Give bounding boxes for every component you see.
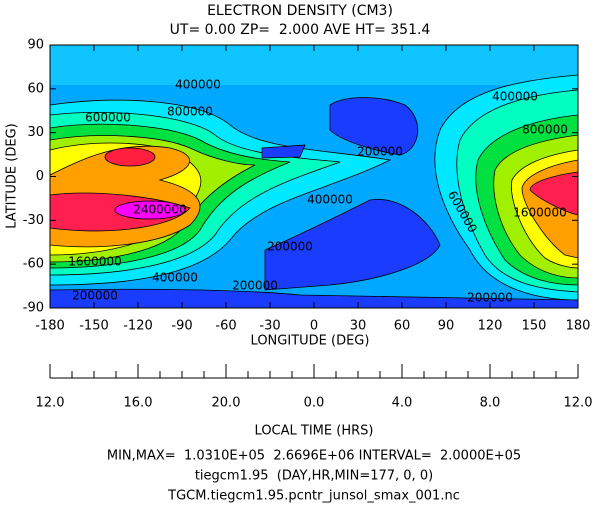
lt-tick-label: 4.0 xyxy=(392,396,413,411)
x-tick-label: -120 xyxy=(123,319,153,334)
lt-tick-label: 12.0 xyxy=(36,396,65,411)
contour-label: 800000 xyxy=(522,123,568,137)
x-tick-label: -60 xyxy=(215,319,236,334)
contour-label: 200000 xyxy=(267,240,313,254)
contour-fill xyxy=(50,45,578,308)
lt-tick-label: 0.0 xyxy=(304,396,325,411)
x-tick-label: 60 xyxy=(394,319,411,334)
y-tick-label: -90 xyxy=(23,301,44,316)
contour-label: 2400000 xyxy=(133,203,186,217)
contour-label: 600000 xyxy=(85,111,131,125)
contour-label: 200000 xyxy=(467,291,513,305)
x-tick-label: -180 xyxy=(35,319,65,334)
lt-tick-label: 12.0 xyxy=(564,396,593,411)
contour-label: 1600000 xyxy=(513,206,566,220)
x-tick-label: 150 xyxy=(522,319,547,334)
lt-tick-label: 20.0 xyxy=(212,396,241,411)
x-tick-label: 90 xyxy=(438,319,455,334)
contour-labels: 400000 600000 800000 200000 400000 24000… xyxy=(68,78,568,305)
y-tick-label: 0 xyxy=(36,169,44,184)
y-tick-label: -30 xyxy=(23,213,44,228)
y-tick-label: 30 xyxy=(27,125,44,140)
footer-line: TGCM.tiegcm1.95.pcntr_junsol_smax_001.nc xyxy=(167,489,460,504)
footer-line: tiegcm1.95 (DAY,HR,MIN=177, 0, 0) xyxy=(195,469,433,484)
contour-label: 200000 xyxy=(357,145,403,159)
contour-label: 400000 xyxy=(152,271,198,285)
contour-label: 400000 xyxy=(492,90,538,104)
x-tick-label: 180 xyxy=(566,319,591,334)
x-axis-label: LONGITUDE (DEG) xyxy=(251,334,370,349)
contour-label: 1600000 xyxy=(68,255,121,269)
y-tick-label: 60 xyxy=(27,81,44,96)
x-tick-label: 30 xyxy=(350,319,367,334)
lt-tick-label: 8.0 xyxy=(480,396,501,411)
contour-label: 400000 xyxy=(307,193,353,207)
x-tick-label: -30 xyxy=(259,319,280,334)
chart-subtitle: UT= 0.00 ZP= 2.000 AVE HT= 351.4 xyxy=(170,22,431,38)
x-tick-label: 0 xyxy=(310,319,318,334)
y-axis-label: LATITUDE (DEG) xyxy=(5,123,20,228)
contour-label: 400000 xyxy=(175,78,221,92)
x-tick-label: -150 xyxy=(79,319,109,334)
y-tick-label: 90 xyxy=(27,38,44,53)
x-tick-label: 120 xyxy=(478,319,503,334)
contour-label: 200000 xyxy=(232,279,278,293)
x-tick-label: -90 xyxy=(171,319,192,334)
y-tick-label: -60 xyxy=(23,257,44,272)
local-time-label: LOCAL TIME (HRS) xyxy=(255,424,374,439)
footer-line: MIN,MAX= 1.0310E+05 2.6696E+06 INTERVAL=… xyxy=(107,449,521,464)
lt-tick-label: 16.0 xyxy=(124,396,153,411)
chart-title: ELECTRON DENSITY (CM3) xyxy=(207,3,393,19)
contour-label: 800000 xyxy=(167,105,213,119)
contour-label: 200000 xyxy=(72,289,118,303)
